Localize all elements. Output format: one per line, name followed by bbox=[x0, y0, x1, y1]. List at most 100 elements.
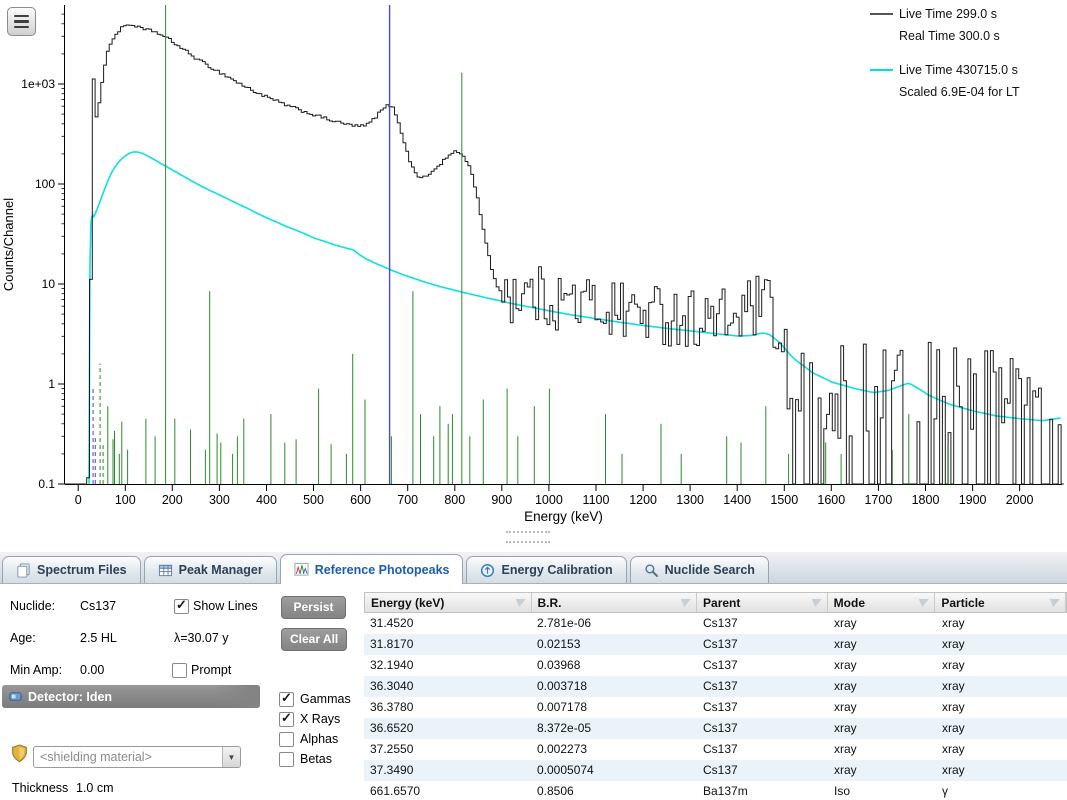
svg-text:1000: 1000 bbox=[535, 493, 563, 507]
table-cell: xray bbox=[834, 763, 857, 777]
table-cell: 661.6570 bbox=[370, 784, 421, 798]
thickness-input[interactable]: 1.0 cm bbox=[76, 781, 114, 795]
foreground-spectrum bbox=[65, 24, 1064, 485]
tab-label: Spectrum Files bbox=[37, 563, 127, 577]
table-row[interactable]: 37.3490 0.0005074 Cs137 xray xray bbox=[364, 760, 1067, 781]
tool-tabs: Spectrum Files Peak Manager Reference Phot… bbox=[0, 552, 1067, 584]
prompt-checkbox[interactable] bbox=[172, 663, 187, 678]
table-row[interactable]: 36.3780 0.007178 Cs137 xray xray bbox=[364, 697, 1067, 718]
svg-text:1400: 1400 bbox=[723, 493, 751, 507]
spectrum-chart-panel[interactable]: 0 100 200 300 400 500 600 700 800 900 1000 1100 1200… bbox=[0, 0, 1067, 552]
table-cell: xray bbox=[834, 658, 857, 672]
table-cell: 36.6520 bbox=[370, 721, 414, 735]
col-header-mode[interactable]: Mode bbox=[828, 593, 936, 612]
table-row[interactable]: 31.4520 2.781e-06 Cs137 xray xray bbox=[364, 613, 1067, 634]
tab-spectrum-files[interactable]: Spectrum Files bbox=[2, 556, 141, 583]
table-cell: 0.03968 bbox=[537, 658, 581, 672]
show-lines-checkbox[interactable] bbox=[174, 597, 189, 614]
column-title: B.R. bbox=[537, 595, 562, 610]
table-row[interactable]: 37.2550 0.002273 Cs137 xray xray bbox=[364, 739, 1067, 760]
x-rays-checkbox[interactable] bbox=[279, 710, 294, 727]
table-body: 31.4520 2.781e-06 Cs137 xray xray 31.8170 0.02… bbox=[364, 613, 1067, 800]
y-axis: 0.1 1 10 100 1e+03 Counts/Channel bbox=[1, 5, 65, 491]
hamburger-menu-button[interactable] bbox=[7, 7, 36, 36]
table-cell: 31.4520 bbox=[370, 616, 414, 630]
thickness-label: Thickness bbox=[12, 781, 69, 795]
shielding-placeholder: <shielding material> bbox=[40, 750, 152, 764]
table-row[interactable]: 31.8170 0.02153 Cs137 xray xray bbox=[364, 634, 1067, 655]
col-header-particle[interactable]: Particle bbox=[935, 593, 1066, 612]
tab-nuclide-search[interactable]: Nuclide Search bbox=[629, 556, 769, 583]
svg-text:1300: 1300 bbox=[676, 493, 704, 507]
clear-all-button[interactable]: Clear All bbox=[281, 628, 348, 651]
reference-photopeaks-panel: Nuclide: Cs137 Show Lines Persist Age: 2… bbox=[0, 584, 1067, 800]
particle-type-checkboxes: Gammas X Rays Alphas Betas bbox=[279, 689, 351, 769]
table-row[interactable]: 36.6520 8.372e-05 Cs137 xray xray bbox=[364, 718, 1067, 739]
table-cell: 36.3780 bbox=[370, 700, 414, 714]
tab-reference-photopeaks[interactable]: Reference Photopeaks bbox=[279, 554, 464, 584]
svg-text:1900: 1900 bbox=[959, 493, 987, 507]
svg-text:2000: 2000 bbox=[1006, 493, 1034, 507]
particle-check-row: Alphas bbox=[279, 729, 351, 749]
prompt-label: Prompt bbox=[191, 663, 232, 677]
col-header-b-r-[interactable]: B.R. bbox=[532, 593, 698, 612]
particle-check-row: Gammas bbox=[279, 689, 351, 709]
table-cell: xray bbox=[942, 679, 965, 693]
table-cell: 0.0005074 bbox=[537, 763, 594, 777]
chart-scroll-grip[interactable] bbox=[506, 531, 550, 543]
table-row[interactable]: 661.6570 0.8506 Ba137m Iso γ bbox=[364, 781, 1067, 800]
sort-icon bbox=[679, 598, 691, 607]
alphas-checkbox[interactable] bbox=[279, 731, 294, 747]
svg-text:800: 800 bbox=[444, 493, 465, 507]
table-cell: Cs137 bbox=[703, 658, 738, 672]
table-cell: 31.8170 bbox=[370, 637, 414, 651]
svg-text:Real Time 300.0 s: Real Time 300.0 s bbox=[899, 29, 1000, 43]
age-input[interactable]: 2.5 HL bbox=[80, 631, 117, 645]
svg-text:200: 200 bbox=[162, 493, 183, 507]
nuclide-label: Nuclide: bbox=[10, 599, 56, 613]
persist-button[interactable]: Persist bbox=[281, 596, 346, 619]
table-cell: 0.002273 bbox=[537, 742, 588, 756]
col-header-energy-kev-[interactable]: Energy (keV) bbox=[365, 593, 532, 612]
betas-checkbox[interactable] bbox=[279, 751, 294, 767]
halflife-text: λ=30.07 y bbox=[174, 631, 229, 645]
x-axis-label: Energy (keV) bbox=[524, 509, 603, 524]
table-cell: xray bbox=[834, 721, 857, 735]
show-lines-label: Show Lines bbox=[193, 599, 258, 613]
table-cell: 32.1940 bbox=[370, 658, 414, 672]
gammas-checkbox[interactable] bbox=[279, 690, 294, 707]
y-axis-label: Counts/Channel bbox=[1, 198, 16, 291]
svg-text:1200: 1200 bbox=[629, 493, 657, 507]
shielding-material-select[interactable]: <shielding material> ▼ bbox=[33, 746, 241, 768]
table-cell: 37.3490 bbox=[370, 763, 414, 777]
table-cell: Ba137m bbox=[703, 784, 748, 798]
min-amp-input[interactable]: 0.00 bbox=[80, 663, 105, 677]
svg-text:Live Time 430715.0 s: Live Time 430715.0 s bbox=[899, 63, 1018, 77]
tab-label: Reference Photopeaks bbox=[314, 562, 450, 577]
svg-text:100: 100 bbox=[115, 493, 136, 507]
calibration-icon bbox=[480, 563, 495, 578]
age-label: Age: bbox=[10, 631, 36, 645]
table-cell: Cs137 bbox=[703, 721, 738, 735]
svg-text:1600: 1600 bbox=[817, 493, 845, 507]
detector-select[interactable]: Detector: Iden bbox=[2, 685, 260, 708]
col-header-parent[interactable]: Parent bbox=[697, 593, 828, 612]
spectrum-chart[interactable]: 0 100 200 300 400 500 600 700 800 900 1000 1100 1200… bbox=[0, 0, 1067, 550]
svg-text:1: 1 bbox=[48, 377, 55, 391]
svg-text:1500: 1500 bbox=[770, 493, 798, 507]
search-icon bbox=[644, 563, 659, 578]
table-cell: Cs137 bbox=[703, 742, 738, 756]
table-row[interactable]: 32.1940 0.03968 Cs137 xray xray bbox=[364, 655, 1067, 676]
photopeak-table: Energy (keV) B.R. Parent Mode Particle 31.45… bbox=[364, 592, 1067, 800]
table-cell: xray bbox=[942, 721, 965, 735]
table-cell: 0.02153 bbox=[537, 637, 581, 651]
table-row[interactable]: 36.3040 0.003718 Cs137 xray xray bbox=[364, 676, 1067, 697]
svg-text:0.1: 0.1 bbox=[38, 477, 55, 491]
svg-text:300: 300 bbox=[209, 493, 230, 507]
chart-legend: Live Time 299.0 s Real Time 300.0 s Live T… bbox=[870, 7, 1020, 99]
table-cell: γ bbox=[942, 784, 948, 798]
tab-peak-manager[interactable]: Peak Manager bbox=[143, 556, 277, 583]
tab-energy-calibration[interactable]: Energy Calibration bbox=[466, 556, 627, 583]
nuclide-input[interactable]: Cs137 bbox=[80, 599, 117, 613]
table-cell: xray bbox=[834, 700, 857, 714]
